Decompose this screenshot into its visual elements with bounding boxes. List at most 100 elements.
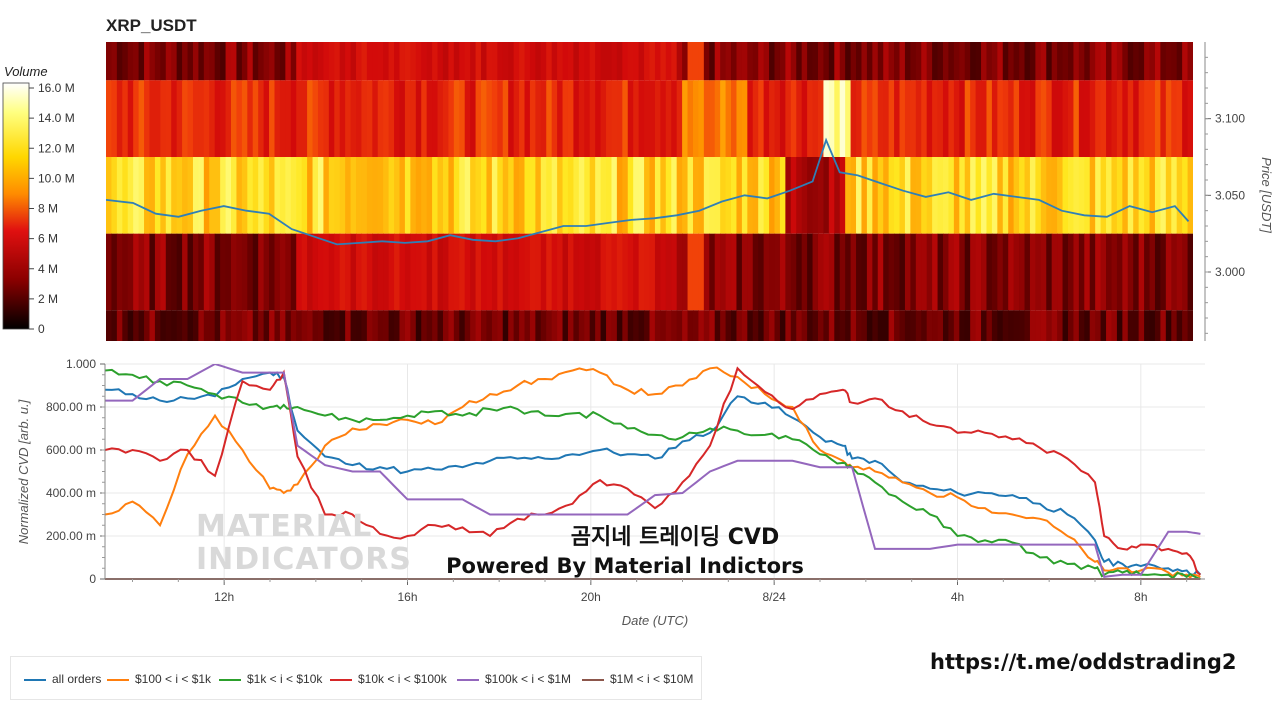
heatmap-cell [1073, 80, 1080, 157]
heatmap-cell [486, 310, 493, 341]
heatmap-cell [823, 157, 830, 234]
heatmap-cell [622, 80, 629, 157]
heatmap-cell [741, 42, 748, 81]
price-tick-label: 3.050 [1215, 188, 1245, 202]
heatmap-cell [307, 233, 314, 311]
heatmap-cell [198, 310, 205, 341]
heatmap-cell [529, 157, 536, 234]
heatmap-cell [122, 310, 129, 341]
heatmap-cell [649, 310, 656, 341]
heatmap-cell [383, 233, 390, 311]
heatmap-cell [981, 233, 988, 311]
heatmap-cell [410, 233, 417, 311]
heatmap-cell [731, 42, 738, 81]
heatmap-cell [481, 80, 488, 157]
legend-label: $100k < i < $1M [485, 672, 572, 686]
legend-item[interactable]: $1k < i < $10k [219, 672, 322, 686]
heatmap-cell [1040, 42, 1047, 81]
heatmap-cell [1040, 80, 1047, 157]
heatmap-cell [312, 310, 319, 341]
heatmap-cell [747, 233, 754, 311]
heatmap-cell [589, 310, 596, 341]
heatmap-cell [991, 80, 998, 157]
heatmap-cell [904, 80, 911, 157]
heatmap-cell [1144, 310, 1151, 341]
heatmap-cell [442, 310, 450, 341]
heatmap-cell [578, 42, 585, 81]
heatmap-cell [269, 157, 276, 234]
heatmap-cell [557, 310, 564, 341]
heatmap-cell [872, 310, 879, 341]
heatmap-cell [551, 80, 558, 157]
heatmap-cell [807, 42, 814, 81]
legend-item[interactable]: $10k < i < $100k [330, 672, 447, 686]
heatmap-cell [497, 80, 504, 157]
legend-item[interactable]: all orders [24, 672, 101, 686]
heatmap-cell [584, 157, 591, 234]
heatmap-cell [203, 157, 210, 234]
heatmap-cell [959, 80, 966, 157]
heatmap-cell [834, 310, 841, 341]
heatmap-cell [154, 42, 161, 81]
colorbar-tick-label: 14.0 M [38, 111, 75, 125]
heatmap-cell [926, 42, 933, 81]
heatmap-cell [345, 42, 352, 81]
heatmap-cell [296, 80, 303, 157]
heatmap-cell [692, 42, 700, 81]
legend-item[interactable]: $100k < i < $1M [457, 672, 571, 686]
heatmap-cell [247, 233, 254, 311]
heatmap-cell [127, 157, 134, 234]
heatmap-cell [600, 42, 607, 81]
heatmap-cell [437, 157, 444, 234]
heatmap-cell [524, 157, 531, 234]
heatmap-cell [540, 233, 547, 311]
heatmap-cell [377, 80, 384, 157]
heatmap-cell [388, 233, 395, 311]
heatmap-cell [388, 157, 395, 234]
heatmap-cell [388, 310, 395, 341]
heatmap-cell [459, 42, 466, 81]
heatmap-cell [606, 233, 613, 311]
heatmap-cell [448, 80, 455, 157]
heatmap-cell [1127, 233, 1134, 311]
heatmap-cell [437, 80, 444, 157]
heatmap-cell [600, 233, 607, 311]
heatmap-cell [616, 80, 623, 157]
cvd-x-tick-label: 20h [581, 590, 601, 604]
heatmap-cell [899, 233, 906, 311]
heatmap-cell [459, 310, 466, 341]
legend-item[interactable]: $1M < i < $10M [582, 672, 693, 686]
heatmap-cell [1138, 310, 1145, 341]
heatmap-cell [508, 80, 515, 157]
heatmap-cell [606, 80, 613, 157]
heatmap-cell [149, 310, 156, 341]
heatmap-cell [725, 310, 732, 341]
heatmap-cell [274, 310, 281, 341]
heatmap-cell [682, 42, 689, 81]
heatmap-cell [203, 42, 210, 81]
cvd-x-tick-label: 12h [214, 590, 234, 604]
heatmap-cell [198, 80, 205, 157]
heatmap-cell [1029, 310, 1036, 341]
heatmap-cell [1187, 233, 1193, 311]
telegram-link[interactable]: https://t.me/oddstrading2 [930, 650, 1237, 674]
legend-item[interactable]: $100 < i < $1k [107, 672, 211, 686]
heatmap-cell [366, 42, 373, 81]
heatmap-cell [1106, 157, 1113, 234]
heatmap-cell [622, 310, 629, 341]
cvd-y-axis-label: Normalized CVD [arb. u.] [16, 399, 31, 544]
heatmap-cell [682, 80, 689, 157]
heatmap-cell [1062, 157, 1069, 234]
heatmap-cell [182, 42, 189, 81]
heatmap-cell [290, 80, 297, 157]
heatmap-cell [970, 233, 977, 311]
heatmap-cell [404, 80, 411, 157]
heatmap-cell [394, 42, 401, 81]
legend-swatch [582, 678, 604, 681]
legend-label: $1k < i < $10k [247, 672, 323, 686]
heatmap-cell [279, 310, 286, 341]
heatmap-cell [198, 42, 205, 81]
heatmap-cell [442, 233, 450, 311]
heatmap-cell [904, 310, 911, 341]
heatmap-cell [676, 233, 683, 311]
